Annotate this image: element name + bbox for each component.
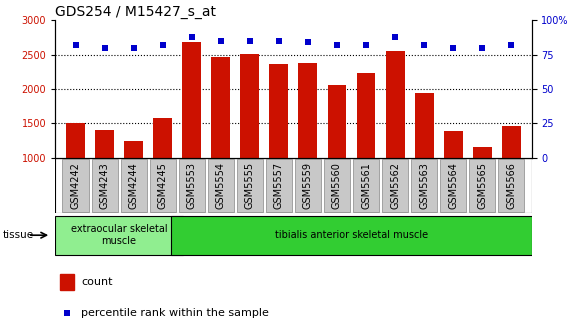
FancyBboxPatch shape [295, 159, 321, 212]
FancyBboxPatch shape [411, 159, 437, 212]
Text: tissue: tissue [3, 230, 34, 240]
Bar [386, 51, 404, 158]
Point [158, 42, 167, 48]
Bar [153, 118, 172, 158]
Bar [241, 54, 259, 158]
Bar [444, 131, 462, 158]
Text: GSM5561: GSM5561 [361, 162, 371, 209]
FancyBboxPatch shape [324, 159, 350, 212]
FancyBboxPatch shape [440, 159, 467, 212]
Bar [415, 93, 433, 158]
Text: count: count [81, 277, 113, 287]
Text: GSM5560: GSM5560 [332, 162, 342, 209]
Text: GSM5554: GSM5554 [216, 162, 226, 209]
Text: GSM5566: GSM5566 [506, 162, 517, 209]
Bar [270, 64, 288, 158]
FancyBboxPatch shape [179, 159, 205, 212]
FancyBboxPatch shape [121, 159, 147, 212]
Bar [66, 124, 85, 158]
Text: GSM5553: GSM5553 [187, 162, 197, 209]
Point [507, 42, 516, 48]
Point [245, 38, 254, 44]
Text: GDS254 / M15427_s_at: GDS254 / M15427_s_at [55, 5, 216, 19]
FancyBboxPatch shape [63, 159, 89, 212]
FancyBboxPatch shape [208, 159, 234, 212]
Point [216, 38, 225, 44]
Text: GSM5564: GSM5564 [448, 162, 458, 209]
Point [361, 42, 371, 48]
FancyBboxPatch shape [469, 159, 496, 212]
Point [449, 45, 458, 50]
Point [100, 45, 109, 50]
Point [129, 45, 138, 50]
Point [419, 42, 429, 48]
FancyBboxPatch shape [353, 159, 379, 212]
Point [187, 34, 196, 39]
Text: GSM4243: GSM4243 [99, 162, 110, 209]
Text: GSM5555: GSM5555 [245, 162, 255, 209]
FancyBboxPatch shape [171, 216, 532, 255]
Text: GSM5562: GSM5562 [390, 162, 400, 209]
Bar [473, 147, 492, 158]
Bar [124, 141, 143, 158]
Point [478, 45, 487, 50]
Bar [211, 57, 230, 158]
Point [63, 310, 72, 316]
FancyBboxPatch shape [382, 159, 408, 212]
Text: GSM5559: GSM5559 [303, 162, 313, 209]
Point [390, 34, 400, 39]
Bar [182, 42, 201, 158]
Text: GSM4245: GSM4245 [157, 162, 168, 209]
Text: tibialis anterior skeletal muscle: tibialis anterior skeletal muscle [275, 230, 428, 240]
Bar [328, 85, 346, 158]
Text: extraocular skeletal
muscle: extraocular skeletal muscle [71, 224, 167, 246]
Point [303, 40, 313, 45]
FancyBboxPatch shape [498, 159, 525, 212]
FancyBboxPatch shape [55, 216, 183, 255]
Text: GSM5557: GSM5557 [274, 162, 284, 209]
Point [274, 38, 284, 44]
Text: GSM4244: GSM4244 [128, 162, 139, 209]
FancyBboxPatch shape [150, 159, 175, 212]
Bar [357, 73, 375, 158]
Bar [502, 126, 521, 158]
Point [332, 42, 342, 48]
FancyBboxPatch shape [92, 159, 117, 212]
Point [71, 42, 80, 48]
FancyBboxPatch shape [237, 159, 263, 212]
Text: GSM5565: GSM5565 [477, 162, 487, 209]
Bar [299, 63, 317, 158]
Text: percentile rank within the sample: percentile rank within the sample [81, 308, 269, 318]
Bar [95, 130, 114, 158]
Bar [60, 274, 74, 290]
Text: GSM4242: GSM4242 [70, 162, 81, 209]
FancyBboxPatch shape [266, 159, 292, 212]
Text: GSM5563: GSM5563 [419, 162, 429, 209]
